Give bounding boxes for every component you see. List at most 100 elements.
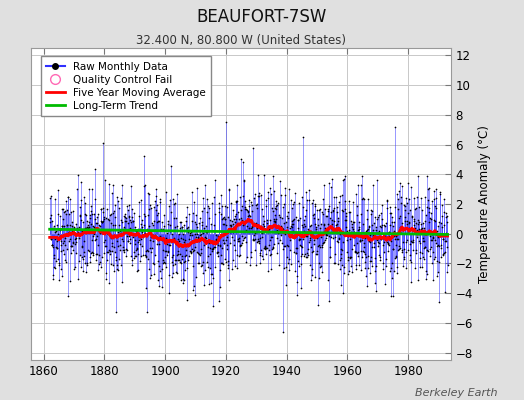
Point — [182, 218, 191, 224]
Point — [310, 215, 319, 222]
Point — [199, 195, 207, 202]
Point — [69, 238, 78, 245]
Point — [308, 200, 316, 206]
Point — [377, 210, 385, 216]
Point — [47, 236, 55, 242]
Point — [99, 204, 107, 211]
Point — [163, 230, 171, 236]
Point — [258, 213, 267, 220]
Point — [242, 238, 250, 245]
Point — [408, 213, 417, 220]
Point — [233, 252, 242, 258]
Point — [189, 287, 197, 294]
Point — [84, 224, 93, 230]
Point — [271, 219, 279, 226]
Point — [347, 263, 356, 269]
Point — [304, 252, 312, 258]
Point — [328, 217, 336, 224]
Point — [212, 237, 220, 243]
Point — [433, 273, 442, 279]
Point — [377, 224, 386, 230]
Point — [422, 270, 431, 277]
Point — [149, 217, 158, 224]
Point — [144, 189, 152, 196]
Point — [253, 205, 261, 212]
Point — [164, 217, 172, 224]
Point — [121, 218, 129, 224]
Point — [429, 235, 438, 241]
Point — [404, 209, 412, 216]
Point — [224, 214, 233, 220]
Point — [347, 246, 356, 252]
Point — [343, 237, 352, 244]
Point — [250, 230, 259, 236]
Point — [241, 234, 249, 240]
Point — [387, 210, 395, 216]
Point — [209, 303, 217, 310]
Point — [50, 223, 58, 230]
Point — [363, 227, 371, 233]
Point — [70, 224, 78, 230]
Point — [401, 265, 410, 271]
Point — [276, 214, 284, 220]
Point — [358, 173, 366, 180]
Point — [91, 237, 99, 244]
Point — [160, 248, 169, 254]
Point — [388, 245, 397, 252]
Point — [170, 201, 178, 207]
Point — [49, 276, 57, 282]
Point — [202, 259, 211, 266]
Point — [222, 119, 231, 126]
Point — [114, 204, 123, 211]
Point — [286, 225, 294, 231]
Point — [64, 231, 72, 238]
Point — [124, 220, 132, 226]
Point — [165, 290, 173, 296]
Point — [394, 196, 402, 202]
Point — [190, 247, 198, 254]
Point — [114, 229, 122, 236]
Point — [86, 203, 95, 210]
Point — [365, 223, 373, 229]
Point — [105, 227, 114, 234]
Point — [194, 233, 202, 240]
Point — [110, 208, 118, 214]
Point — [68, 223, 76, 229]
Point — [125, 232, 134, 239]
Point — [91, 251, 100, 258]
Point — [318, 208, 326, 215]
Point — [290, 198, 298, 205]
Point — [441, 249, 449, 255]
Point — [243, 223, 251, 230]
Point — [423, 247, 431, 254]
Point — [125, 214, 133, 220]
Point — [58, 205, 66, 212]
Point — [112, 238, 121, 244]
Point — [143, 230, 151, 237]
Point — [222, 237, 230, 244]
Point — [316, 234, 325, 240]
Point — [48, 242, 56, 248]
Point — [297, 285, 305, 291]
Point — [61, 235, 69, 241]
Point — [193, 235, 202, 241]
Point — [205, 204, 214, 211]
Point — [433, 223, 442, 230]
Point — [221, 203, 229, 210]
Point — [46, 219, 54, 225]
Point — [189, 263, 198, 269]
Point — [266, 252, 275, 258]
Point — [341, 172, 349, 179]
Point — [281, 231, 289, 237]
Point — [56, 213, 64, 219]
Point — [171, 241, 180, 247]
Point — [139, 233, 148, 240]
Point — [157, 284, 166, 290]
Point — [232, 198, 240, 204]
Point — [277, 192, 285, 198]
Point — [239, 222, 247, 228]
Point — [369, 181, 377, 188]
Point — [218, 259, 226, 266]
Point — [187, 232, 195, 238]
Point — [435, 258, 443, 265]
